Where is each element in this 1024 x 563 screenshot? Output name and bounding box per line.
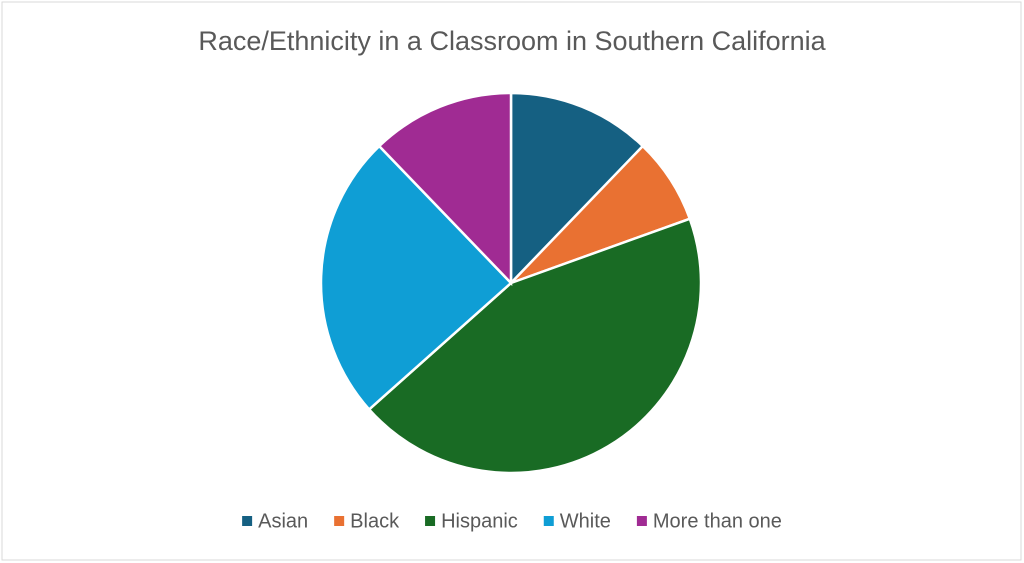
chart-title: Race/Ethnicity in a Classroom in Souther… [198, 26, 826, 56]
legend-swatch [334, 516, 345, 526]
legend-label: Hispanic [441, 510, 518, 532]
legend-swatch [636, 516, 647, 526]
legend-label: White [560, 510, 611, 532]
pie-slice [367, 217, 703, 475]
legend-swatch [543, 516, 554, 526]
legend-swatch [425, 516, 436, 526]
legend-label: Black [350, 510, 400, 532]
legend-label: Asian [258, 510, 308, 532]
pie-slice [509, 91, 645, 287]
legend-label: More than one [653, 510, 782, 532]
pie-slice [319, 144, 513, 412]
legend-swatch [242, 516, 253, 526]
pie-slice [377, 91, 513, 287]
